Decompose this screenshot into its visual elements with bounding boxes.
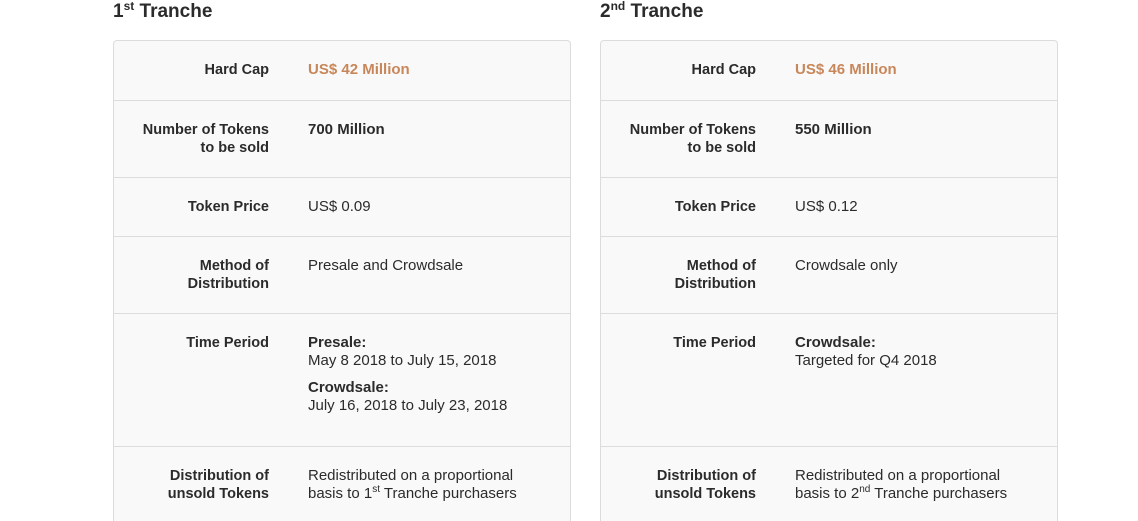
unsold-label-line-1: Distribution of [656,468,756,484]
phase-crowdsale: Crowdsale: Targeted for Q4 2018 [795,334,937,370]
tokens-label: Number of Tokens to be sold [114,101,269,177]
tranche-2-title: 2nd Tranche [600,0,1058,40]
row-unsold: Distribution of unsold Tokens Redistribut… [114,446,570,521]
unsold-line-1: Redistributed on a proportional [308,467,514,484]
unsold-label-line-2: unsold Tokens [167,486,269,502]
row-tokens: Number of Tokens to be sold 550 Million [601,100,1057,177]
tokens-value: 700 Million [308,121,385,138]
tokens-label: Number of Tokens to be sold [601,101,756,177]
tranche-2-section: 2nd Tranche Hard Cap US$ 46 Million Numb… [600,0,1058,521]
price-label: Token Price [674,199,756,215]
phase-dates: July 16, 2018 to July 23, 2018 [308,397,508,414]
unsold-line-2-post: Tranche purchasers [380,485,517,502]
row-hard-cap: Hard Cap US$ 42 Million [114,41,570,100]
phase-dates: May 8 2018 to July 15, 2018 [308,352,497,369]
hard-cap-label: Hard Cap [691,62,756,78]
tokens-label-line-2: to be sold [200,140,269,156]
time-period-value: Crowdsale: Targeted for Q4 2018 [795,314,949,446]
unsold-ordinal: st [372,484,380,495]
row-unsold: Distribution of unsold Tokens Redistribut… [601,446,1057,521]
unsold-value: Redistributed on a proportional basis to … [795,447,1019,521]
method-label-line-2: Distribution [187,276,269,292]
tokens-label-line-1: Number of Tokens [629,122,756,138]
price-value: US$ 0.09 [308,198,371,215]
tokens-label-line-2: to be sold [687,140,756,156]
title-ordinal: nd [610,0,626,13]
row-method: Method of Distribution Crowdsale only [601,236,1057,313]
method-label-line-1: Method of [686,258,756,274]
unsold-ordinal: nd [859,484,871,495]
price-label: Token Price [187,199,269,215]
tokens-value: 550 Million [795,121,872,138]
unsold-label: Distribution of unsold Tokens [114,447,269,521]
title-text: Tranche [625,1,704,22]
hard-cap-value: US$ 42 Million [308,61,410,78]
phase-dates: Targeted for Q4 2018 [795,352,937,369]
phase-name: Presale: [308,334,367,351]
row-hard-cap: Hard Cap US$ 46 Million [601,41,1057,100]
time-period-value: Presale: May 8 2018 to July 15, 2018 Cro… [308,314,519,446]
method-value: Presale and Crowdsale [308,257,464,274]
unsold-label-line-2: unsold Tokens [654,486,756,502]
row-price: Token Price US$ 0.12 [601,177,1057,236]
row-price: Token Price US$ 0.09 [114,177,570,236]
unsold-label-line-1: Distribution of [169,468,269,484]
unsold-line-2-pre: basis to 2 [795,485,860,502]
unsold-value: Redistributed on a proportional basis to … [308,447,529,521]
tokens-label-line-1: Number of Tokens [142,122,269,138]
phase-presale: Presale: May 8 2018 to July 15, 2018 [308,334,507,370]
tranche-1-table: Hard Cap US$ 42 Million Number of Tokens… [113,40,571,521]
tranche-1-title: 1st Tranche [113,0,571,40]
title-number: 2 [600,1,611,22]
title-text: Tranche [134,1,213,22]
tranche-1-section: 1st Tranche Hard Cap US$ 42 Million Numb… [113,0,571,521]
method-label-line-1: Method of [199,258,269,274]
row-tokens: Number of Tokens to be sold 700 Million [114,100,570,177]
hard-cap-label: Hard Cap [204,62,269,78]
method-label: Method of Distribution [601,237,756,313]
row-method: Method of Distribution Presale and Crowds… [114,236,570,313]
title-ordinal: st [123,0,135,13]
hard-cap-value: US$ 46 Million [795,61,897,78]
time-period-label: Time Period [673,335,756,351]
method-label: Method of Distribution [114,237,269,313]
row-time-period: Time Period Presale: May 8 2018 to July … [114,313,570,446]
unsold-line-2-pre: basis to 1 [308,485,373,502]
unsold-line-1: Redistributed on a proportional [795,467,1001,484]
title-number: 1 [113,1,124,22]
price-value: US$ 0.12 [795,198,858,215]
unsold-line-2-post: Tranche purchasers [870,485,1008,502]
phase-crowdsale: Crowdsale: July 16, 2018 to July 23, 201… [308,379,507,415]
row-time-period: Time Period Crowdsale: Targeted for Q4 2… [601,313,1057,446]
tranche-2-table: Hard Cap US$ 46 Million Number of Tokens… [600,40,1058,521]
phase-name: Crowdsale: [308,379,389,396]
time-period-label: Time Period [186,335,269,351]
phase-name: Crowdsale: [795,334,876,351]
unsold-label: Distribution of unsold Tokens [601,447,756,521]
method-value: Crowdsale only [795,257,898,274]
method-label-line-2: Distribution [674,276,756,292]
